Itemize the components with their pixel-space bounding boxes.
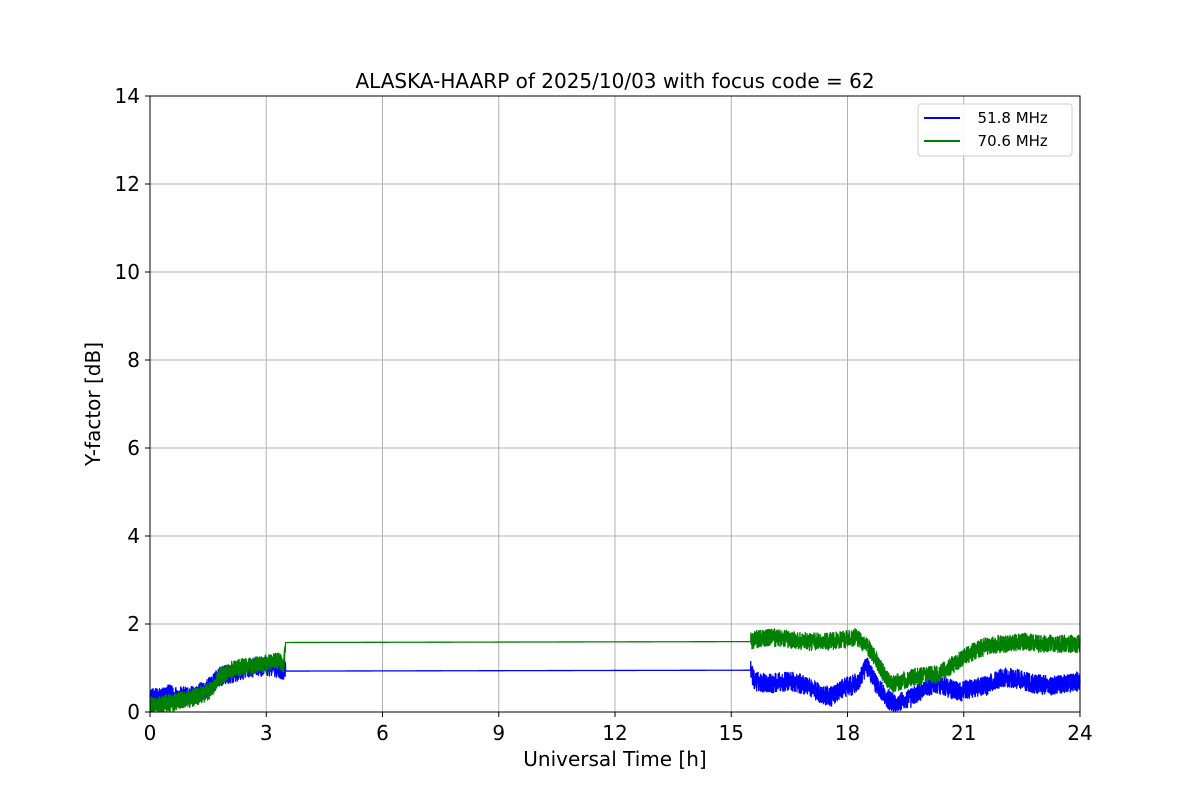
x-axis-label: Universal Time [h] bbox=[523, 747, 706, 771]
x-tick-label: 21 bbox=[951, 721, 976, 745]
y-tick-label: 0 bbox=[127, 700, 140, 724]
y-tick-label: 8 bbox=[127, 348, 140, 372]
y-axis-label: Y-factor [dB] bbox=[81, 342, 105, 467]
series-line-51-8-mhz bbox=[149, 655, 1081, 713]
y-tick-label: 14 bbox=[115, 84, 140, 108]
grid-lines bbox=[149, 95, 1081, 713]
y-tick-label: 6 bbox=[127, 436, 140, 460]
series-layer bbox=[149, 627, 1081, 713]
y-tick-label: 4 bbox=[127, 524, 140, 548]
legend-label-51-8: 51.8 MHz bbox=[968, 109, 1048, 127]
x-tick-label: 6 bbox=[376, 721, 389, 745]
legend-label-70-6: 70.6 MHz bbox=[968, 132, 1048, 150]
y-tick-label: 10 bbox=[115, 260, 140, 284]
x-tick-label: 12 bbox=[602, 721, 627, 745]
x-tick-label: 18 bbox=[835, 721, 860, 745]
y-tick-label: 2 bbox=[127, 612, 140, 636]
series-line-70-6-mhz bbox=[149, 627, 1081, 713]
x-tick-label: 0 bbox=[144, 721, 157, 745]
x-tick-label: 9 bbox=[492, 721, 505, 745]
x-tick-label: 15 bbox=[719, 721, 744, 745]
x-tick-label: 3 bbox=[260, 721, 273, 745]
x-tick-label: 24 bbox=[1067, 721, 1092, 745]
chart-title: ALASKA-HAARP of 2025/10/03 with focus co… bbox=[355, 69, 874, 93]
y-tick-label: 12 bbox=[115, 172, 140, 196]
legend: 51.8 MHz 70.6 MHz bbox=[917, 103, 1073, 157]
